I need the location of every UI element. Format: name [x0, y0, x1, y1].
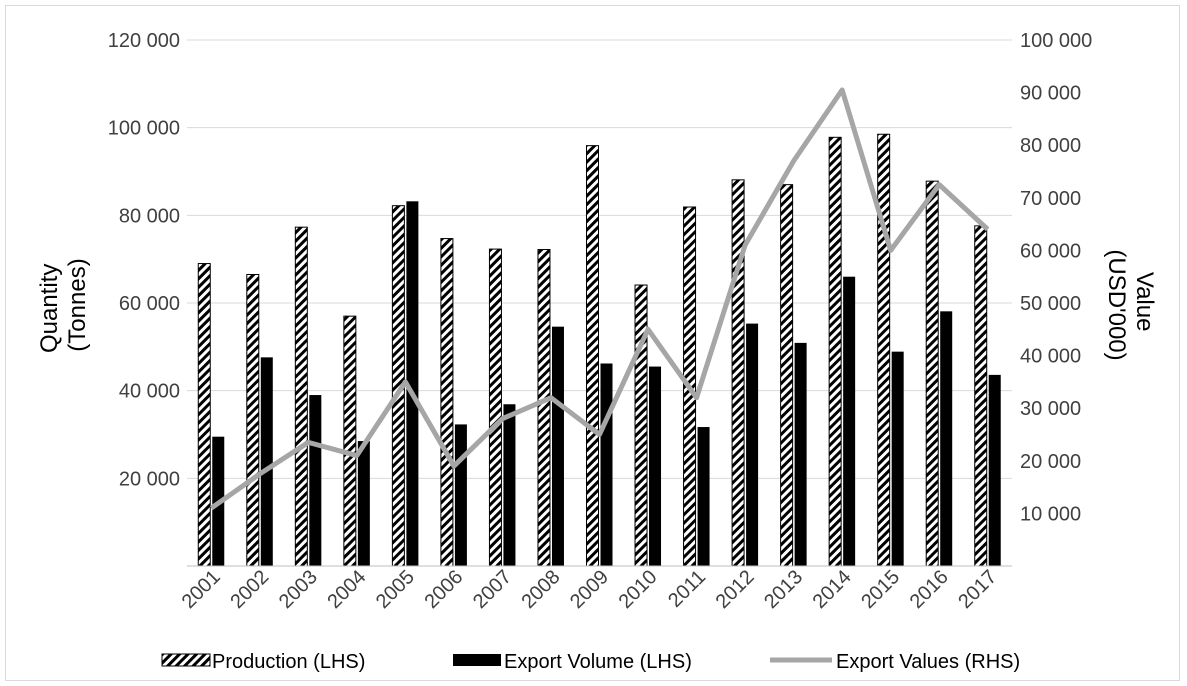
bar-export-volume [746, 323, 759, 566]
y-right-tick-label: 80 000 [1020, 135, 1081, 157]
bar-production [634, 284, 648, 567]
y-left-tick-label: 20 000 [119, 468, 180, 490]
x-tick-label: 2003 [275, 566, 322, 613]
y-axis-right-title-line2: (USD'000) [1103, 249, 1130, 360]
bar-production [246, 274, 260, 567]
bar-export-volume [843, 276, 856, 566]
bar-production [343, 315, 357, 567]
y-left-tick-label: 40 000 [119, 381, 180, 403]
x-tick-label: 2013 [760, 566, 807, 613]
x-tick-label: 2001 [178, 566, 225, 613]
y-right-tick-label: 30 000 [1020, 398, 1081, 420]
bar-production [828, 136, 842, 567]
x-tick-label: 2017 [954, 566, 1001, 613]
x-tick-label: 2010 [615, 566, 662, 613]
y-axis-right-title-line1: Value [1131, 272, 1158, 332]
bar-export-volume [697, 427, 710, 566]
bar-export-volume [649, 366, 662, 566]
y-left-tick-label: 80 000 [119, 205, 180, 227]
line-series [209, 87, 990, 511]
y-axis-right-title: Value (USD'000) [1103, 249, 1158, 360]
x-tick-label: 2014 [809, 566, 856, 613]
bar-production [586, 145, 599, 567]
y-right-tick-label: 10 000 [1020, 503, 1081, 525]
bar-export-volume [600, 363, 613, 566]
bar-production [537, 249, 551, 567]
x-tick-label: 2009 [566, 566, 613, 613]
legend-label-export-values: Export Values (RHS) [836, 651, 1020, 673]
line-export-values [209, 87, 990, 511]
gridlines [187, 39, 1012, 479]
bar-export-volume [406, 201, 419, 566]
x-tick-label: 2005 [372, 566, 419, 613]
y-right-tick-label: 90 000 [1020, 83, 1081, 105]
y-right-tick-label: 20 000 [1020, 451, 1081, 473]
y-right-tick-label: 60 000 [1020, 240, 1081, 262]
y-right-tick-label: 50 000 [1020, 293, 1081, 315]
y-axis-left-title-line1: Quantity [36, 264, 63, 353]
x-tick-label: 2006 [420, 566, 467, 613]
legend: Production (LHS) Export Volume (LHS) Exp… [161, 651, 1020, 673]
bar-export-volume [551, 326, 564, 566]
x-tick-label: 2012 [712, 566, 759, 613]
x-tick-label: 2007 [469, 566, 516, 613]
bar-export-volume [891, 351, 904, 566]
bar-export-volume [503, 404, 516, 566]
bar-production [440, 238, 454, 567]
bar-production [877, 133, 891, 567]
y-right-tick-label: 40 000 [1020, 346, 1081, 368]
x-tick-label: 2008 [517, 566, 564, 613]
x-tick-label: 2011 [664, 566, 710, 612]
y-left-tick-label: 100 000 [108, 118, 180, 140]
bars [197, 133, 1001, 567]
y-right-tick-label: 100 000 [1020, 30, 1092, 52]
bar-production [294, 226, 308, 567]
x-tick-label: 2004 [323, 566, 370, 613]
y-axis-left-title-line2: (Tonnes) [64, 258, 91, 351]
bar-export-volume [260, 357, 273, 566]
bar-export-volume [988, 374, 1001, 566]
legend-swatch-production [161, 653, 211, 667]
bar-production [974, 225, 988, 567]
bar-production [197, 263, 211, 567]
bar-production [731, 179, 745, 567]
bar-production [780, 184, 794, 567]
y-left-tick-label: 120 000 [108, 30, 180, 52]
legend-label-production: Production (LHS) [212, 651, 365, 673]
bar-export-volume [357, 441, 370, 566]
bar-production [925, 180, 939, 567]
bar-export-volume [940, 311, 953, 566]
y-left-tick-label: 60 000 [119, 293, 180, 315]
bar-production [488, 248, 502, 567]
y-right-tick-label: 70 000 [1020, 188, 1081, 210]
bar-export-volume [794, 342, 807, 566]
bar-export-volume [309, 395, 322, 566]
legend-swatch-export-volume [453, 654, 501, 666]
y-axis-left-title: Quantity (Tonnes) [36, 257, 91, 353]
x-tick-label: 2002 [226, 566, 273, 613]
legend-label-export-volume: Export Volume (LHS) [504, 651, 692, 673]
x-tick-label: 2015 [857, 566, 904, 613]
bar-export-volume [454, 424, 467, 566]
x-tick-label: 2016 [906, 566, 953, 613]
